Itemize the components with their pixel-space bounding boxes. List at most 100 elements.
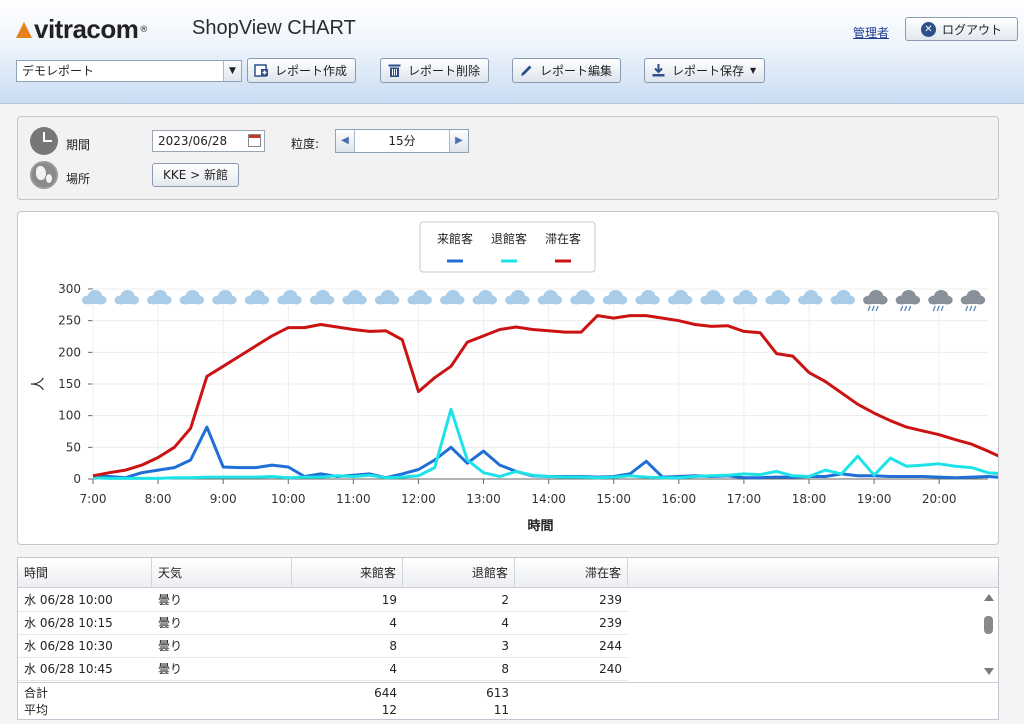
logout-label: ログアウト xyxy=(941,22,1002,37)
average-leavers: 11 xyxy=(493,703,509,717)
x-tick-label: 17:00 xyxy=(727,492,762,506)
cloud-icon xyxy=(472,290,498,305)
logo-text: vitracom xyxy=(34,14,139,44)
product-title: ShopView CHART xyxy=(192,17,356,39)
table-footer: 合計 644 613 平均 12 11 xyxy=(18,682,998,720)
col-header-weather[interactable]: 天気 xyxy=(152,558,292,588)
x-tick-label: 20:00 xyxy=(922,492,957,506)
step-prev-icon[interactable]: ◀ xyxy=(336,130,354,152)
table-row[interactable]: 水 06/28 10:30 曇り 8 3 244 xyxy=(18,635,628,658)
edit-report-label: レポート編集 xyxy=(540,64,613,78)
globe-icon xyxy=(30,161,58,189)
rain-cloud-icon xyxy=(895,290,921,312)
x-tick-label: 8:00 xyxy=(145,492,172,506)
cloud-icon xyxy=(309,290,335,305)
cloud-icon xyxy=(505,290,530,305)
cell-staying: 239 xyxy=(599,616,622,630)
cloud-icon xyxy=(147,290,172,305)
legend-label: 来館客 xyxy=(437,231,473,246)
x-tick-label: 18:00 xyxy=(792,492,827,506)
cloud-icon xyxy=(407,290,432,305)
granularity-label: 粒度: xyxy=(291,137,320,151)
y-tick-label: 200 xyxy=(58,345,81,359)
table-scrollbar[interactable] xyxy=(980,588,998,682)
x-axis-title: 時間 xyxy=(527,518,553,534)
col-header-visitors[interactable]: 来館客 xyxy=(292,558,403,588)
total-visitors: 644 xyxy=(374,686,397,700)
cloud-icon xyxy=(667,290,693,305)
col-header-staying[interactable]: 滞在客 xyxy=(515,558,628,588)
save-report-button[interactable]: レポート保存 ▼ xyxy=(644,58,766,83)
x-tick-label: 13:00 xyxy=(466,492,501,506)
y-tick-label: 150 xyxy=(58,377,81,391)
filter-panel: 期間 2023/06/28 粒度: ◀ 15分 ▶ 場所 KKE > 新館 xyxy=(17,116,999,200)
cloud-icon xyxy=(602,290,628,305)
x-tick-label: 10:00 xyxy=(271,492,306,506)
cloud-icon xyxy=(440,290,465,305)
logout-button[interactable]: ✕ ログアウト xyxy=(905,17,1018,41)
cloud-icon xyxy=(635,290,660,305)
y-tick-label: 50 xyxy=(66,440,81,454)
cloud-icon xyxy=(570,290,595,305)
cell-staying: 239 xyxy=(599,593,622,607)
cell-weather: 曇り xyxy=(158,639,183,653)
admin-link[interactable]: 管理者 xyxy=(853,26,890,40)
place-button[interactable]: KKE > 新館 xyxy=(152,163,240,187)
cloud-icon xyxy=(114,290,140,305)
x-tick-label: 7:00 xyxy=(80,492,107,506)
cell-staying: 240 xyxy=(599,662,622,676)
rain-cloud-icon xyxy=(863,290,888,312)
cloud-icon xyxy=(277,290,302,305)
dropdown-caret-icon: ▼ xyxy=(750,66,757,75)
period-label: 期間 xyxy=(66,138,91,152)
clock-icon xyxy=(30,127,58,155)
rain-cloud-icon xyxy=(928,290,953,312)
add-report-icon xyxy=(254,64,268,77)
trash-icon xyxy=(388,64,401,77)
col-header-leavers[interactable]: 退館客 xyxy=(403,558,515,588)
x-tick-label: 19:00 xyxy=(857,492,892,506)
cloud-icon xyxy=(212,290,237,305)
cloud-icon xyxy=(732,290,758,305)
cloud-icon xyxy=(374,290,400,305)
series-line-来館客 xyxy=(92,425,998,480)
scroll-down-icon[interactable] xyxy=(984,668,994,675)
cloud-icon xyxy=(830,290,856,305)
y-tick-label: 100 xyxy=(58,409,81,423)
delete-report-button[interactable]: レポート削除 xyxy=(380,58,490,83)
table-header: 時間 天気 来館客 退館客 滞在客 xyxy=(18,558,998,588)
date-input[interactable]: 2023/06/28 xyxy=(152,130,265,152)
granularity-stepper[interactable]: ◀ 15分 ▶ xyxy=(335,129,469,153)
pencil-icon xyxy=(521,65,532,76)
date-value: 2023/06/28 xyxy=(158,134,228,148)
create-report-button[interactable]: レポート作成 xyxy=(247,58,357,83)
vitracom-logo: vitracom ® xyxy=(16,14,148,45)
granularity-value: 15分 xyxy=(354,130,450,152)
x-tick-label: 15:00 xyxy=(596,492,631,506)
table-row[interactable]: 水 06/28 10:15 曇り 4 4 239 xyxy=(18,612,628,635)
x-tick-label: 16:00 xyxy=(662,492,697,506)
x-tick-label: 14:00 xyxy=(531,492,566,506)
report-select[interactable]: デモレポート ▼ xyxy=(16,60,242,82)
legend-label: 滞在客 xyxy=(545,231,581,246)
calendar-icon[interactable] xyxy=(248,134,261,147)
table-row[interactable]: 水 06/28 10:00 曇り 19 2 239 xyxy=(18,589,628,612)
cell-leavers: 4 xyxy=(501,616,509,630)
col-header-time[interactable]: 時間 xyxy=(18,558,152,588)
cell-visitors: 4 xyxy=(389,616,397,630)
step-next-icon[interactable]: ▶ xyxy=(450,130,468,152)
total-label: 合計 xyxy=(24,686,49,700)
table-row[interactable]: 水 06/28 10:45 曇り 4 8 240 xyxy=(18,658,628,681)
series-line-退館客 xyxy=(92,407,998,480)
cloud-icon xyxy=(179,290,205,305)
scroll-up-icon[interactable] xyxy=(984,594,994,601)
cloud-icon xyxy=(798,290,823,305)
chart-panel: 来館客 退館客 滞在客 0 50 100 150 200 250 300 7:00 8:00 9:00 1… xyxy=(17,211,999,545)
cloud-icon xyxy=(700,290,725,305)
chevron-down-icon[interactable]: ▼ xyxy=(223,61,241,81)
cell-leavers: 3 xyxy=(501,639,509,653)
x-tick-label: 11:00 xyxy=(336,492,371,506)
edit-report-button[interactable]: レポート編集 xyxy=(512,58,622,83)
save-report-label: レポート保存 xyxy=(672,64,745,78)
scroll-thumb[interactable] xyxy=(984,616,993,634)
